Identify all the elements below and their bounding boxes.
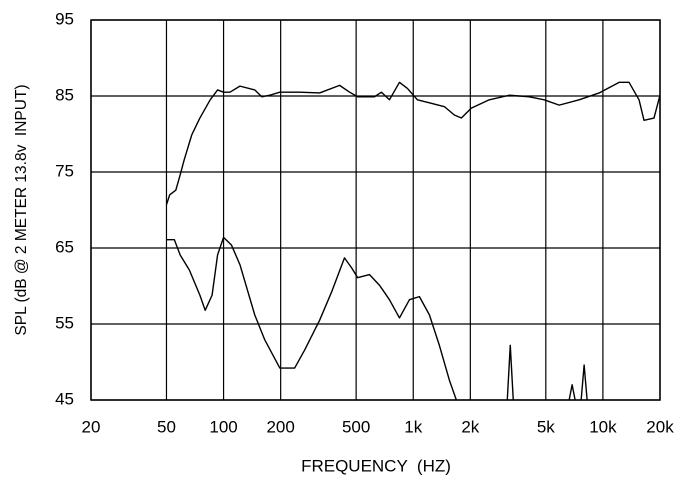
x-tick-label: 200 (266, 417, 294, 436)
x-axis-label: FREQUENCY (HZ) (301, 456, 451, 475)
x-tick-label: 20k (646, 417, 674, 436)
x-tick-label: 5k (537, 417, 555, 436)
y-axis-label: SPL (dB @ 2 METER 13.8v INPUT) (13, 84, 30, 335)
y-tick-label: 65 (55, 237, 74, 256)
y-tick-label: 45 (55, 389, 74, 408)
x-tick-label: 20 (82, 417, 101, 436)
y-tick-label: 95 (55, 9, 74, 28)
y-tick-label: 75 (55, 161, 74, 180)
x-tick-label: 50 (157, 417, 176, 436)
x-tick-label: 1k (404, 417, 422, 436)
data-line (166, 236, 588, 401)
x-tick-label: 10k (589, 417, 617, 436)
data-line (165, 81, 661, 205)
y-tick-label: 85 (55, 85, 74, 104)
plot-frame (90, 19, 661, 401)
x-tick-label: 100 (209, 417, 237, 436)
x-tick-label: 2k (461, 417, 479, 436)
x-tick-label: 500 (342, 417, 370, 436)
y-tick-label: 55 (55, 313, 74, 332)
